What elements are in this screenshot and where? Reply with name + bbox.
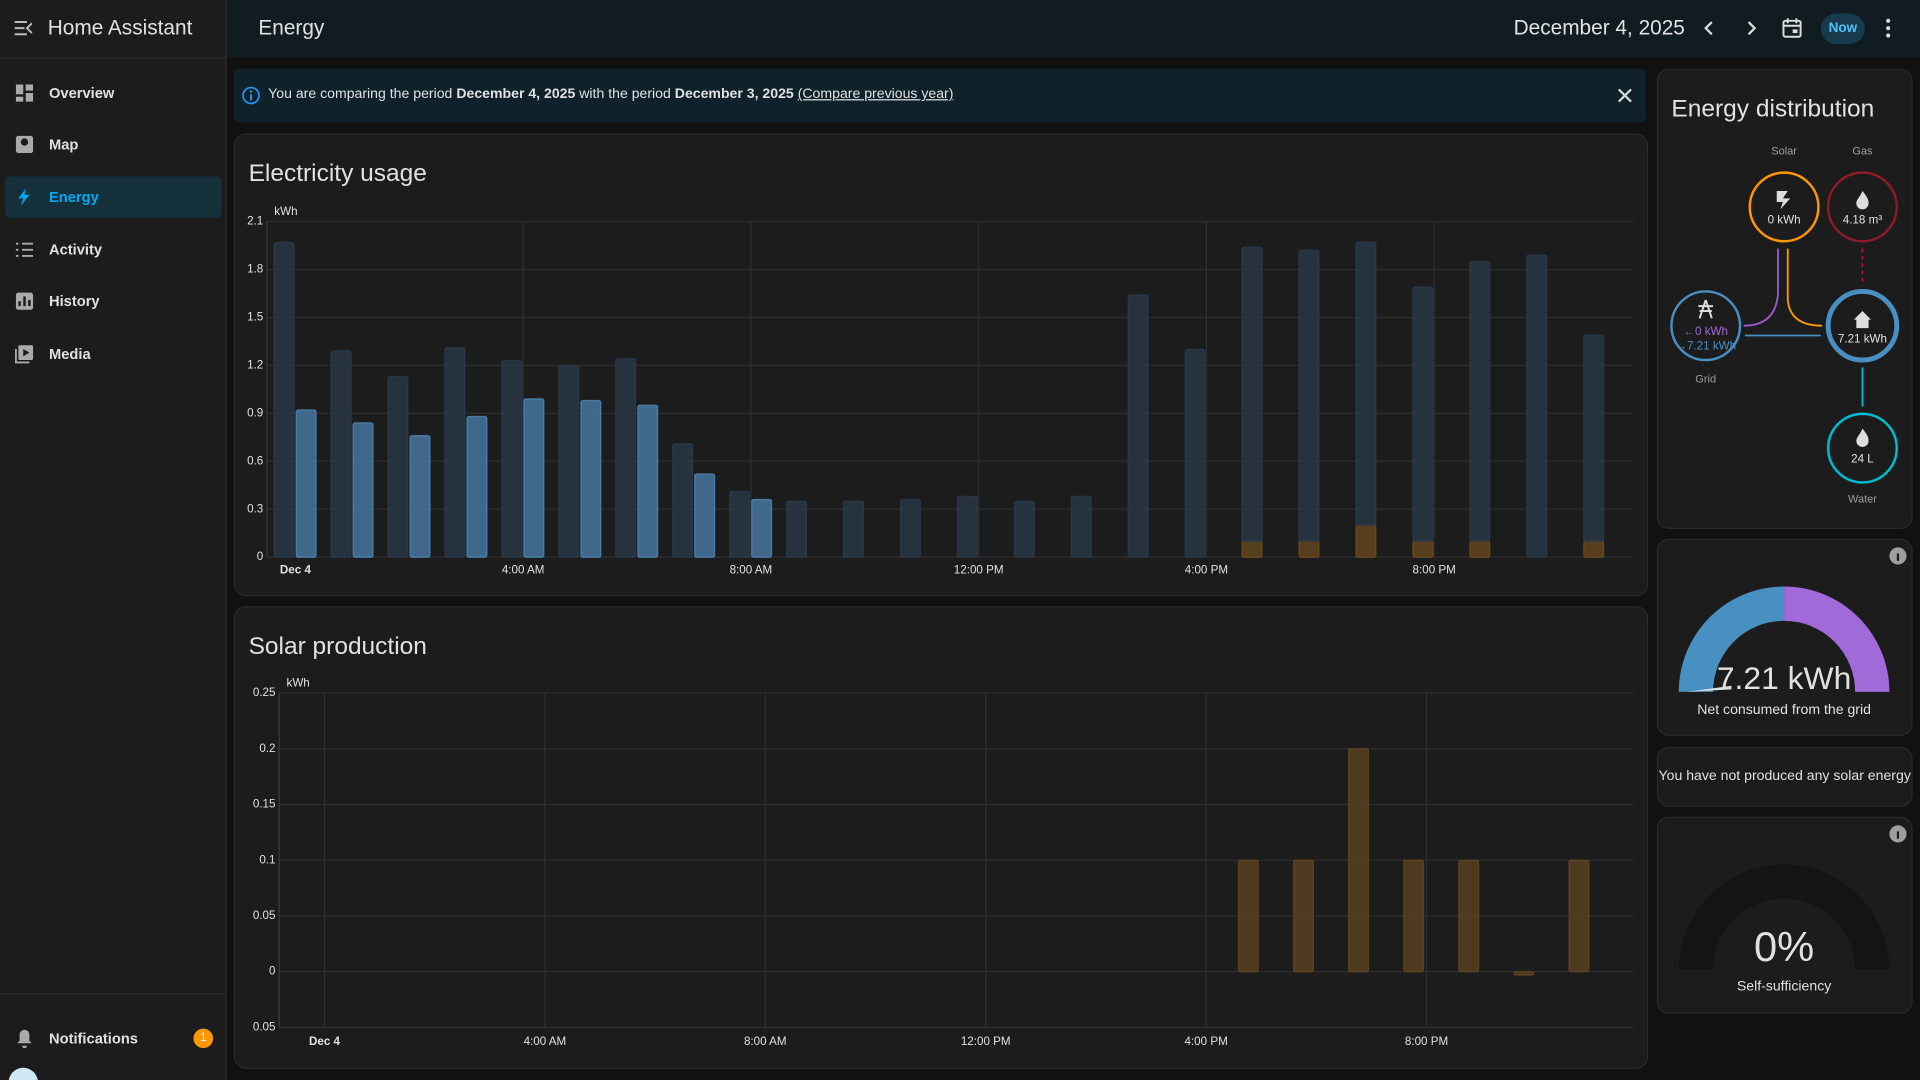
banner-text: You are comparing the period December 4,…	[268, 87, 953, 102]
notice-text: You have not produced any solar energy	[1658, 769, 1911, 784]
avatar[interactable]	[9, 1068, 38, 1080]
date: December 3, 2025	[675, 87, 794, 102]
nav-item[interactable]: Activity	[5, 229, 222, 271]
nav-label: Overview	[49, 84, 114, 101]
card-title: Energy distribution	[1671, 96, 1874, 124]
nav-label: History	[49, 293, 100, 310]
info-icon	[241, 86, 261, 106]
top-bar: Energy December 4, 2025 Now	[227, 0, 1920, 58]
nav-icon	[15, 135, 35, 155]
grid-gauge-card	[1657, 539, 1913, 736]
sidebar: Home Assistant Overview Map Energy Activ…	[0, 0, 227, 1080]
nav-icon	[15, 187, 35, 207]
text: with the period	[579, 87, 671, 102]
nav-item[interactable]: Media	[5, 333, 222, 375]
card-title: Solar production	[249, 633, 427, 661]
text: You are comparing the period	[268, 87, 452, 102]
menu-button[interactable]	[13, 18, 33, 38]
now-button[interactable]: Now	[1821, 13, 1865, 44]
divider	[0, 993, 225, 994]
card-title: Electricity usage	[249, 160, 427, 188]
link[interactable]: (Compare previous year)	[798, 87, 954, 102]
nav-item[interactable]: Energy	[5, 176, 222, 218]
solar-card: Solar production	[234, 606, 1648, 1069]
app-title: Home Assistant	[48, 16, 193, 40]
nav-item[interactable]: Overview	[5, 72, 222, 114]
distribution-card: Energy distribution	[1657, 69, 1913, 529]
nav-icon	[15, 240, 35, 260]
next-button[interactable]	[1741, 18, 1761, 38]
calendar-button[interactable]	[1782, 17, 1803, 39]
nav-item[interactable]: History	[5, 280, 222, 322]
date-label: December 4, 2025	[1514, 16, 1685, 40]
self-sufficiency-card	[1657, 817, 1913, 1014]
close-button[interactable]	[1616, 87, 1633, 104]
divider	[0, 58, 225, 59]
solar-notice-card: You have not produced any solar energy	[1657, 747, 1913, 807]
electricity-card: Electricity usage	[234, 133, 1648, 596]
previous-button[interactable]	[1700, 18, 1720, 38]
nav-icon	[15, 291, 35, 311]
nav-label: Activity	[49, 241, 102, 258]
page-title: Energy	[258, 16, 324, 40]
comparison-banner: You are comparing the period December 4,…	[234, 69, 1646, 123]
more-button[interactable]	[1880, 17, 1897, 39]
nav-label: Media	[49, 345, 91, 362]
nav-label: Notifications	[49, 1030, 138, 1047]
nav-item[interactable]: Map	[5, 124, 222, 166]
bell-icon	[15, 1029, 35, 1049]
nav-label: Energy	[49, 189, 99, 206]
nav-label: Map	[49, 136, 78, 153]
nav-icon	[15, 344, 35, 364]
notification-badge: 1	[193, 1029, 213, 1049]
date: December 4, 2025	[456, 87, 575, 102]
notifications[interactable]: Notifications	[5, 1018, 222, 1060]
nav-icon	[15, 83, 35, 103]
